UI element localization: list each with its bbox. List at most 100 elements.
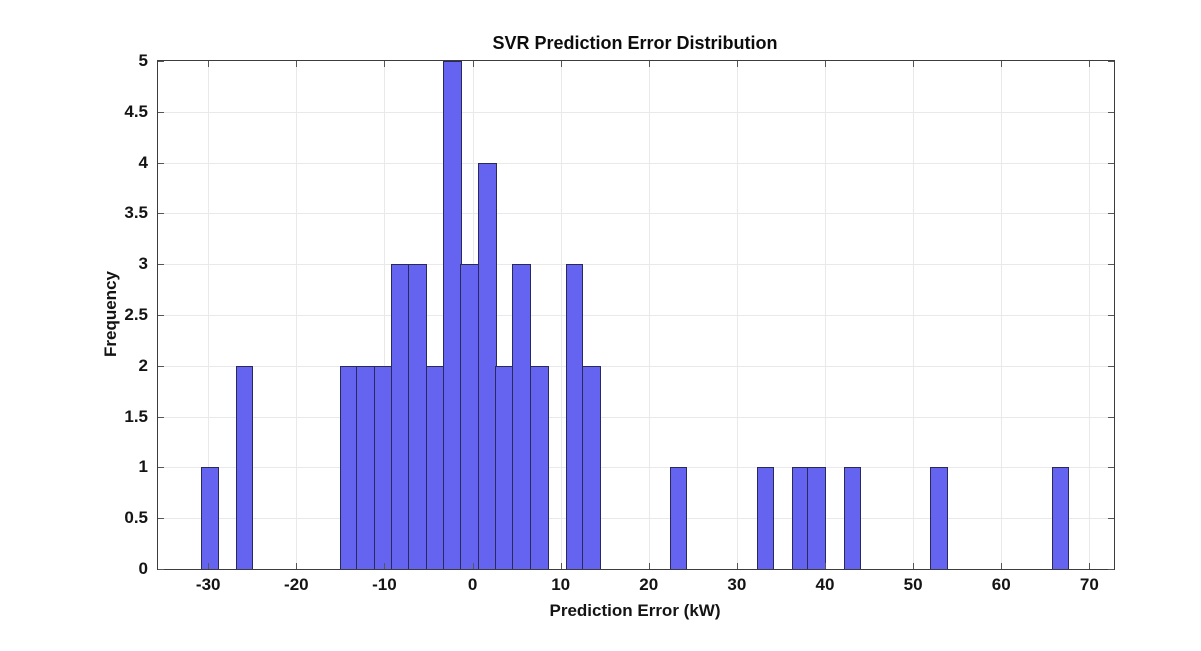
y-tick-label: 3 <box>138 254 148 274</box>
histogram-bar <box>670 467 688 569</box>
y-axis-tick <box>158 569 164 570</box>
horizontal-gridline <box>158 416 1114 418</box>
x-axis-tick-top <box>648 61 650 67</box>
x-axis-tick-top <box>1089 61 1091 67</box>
y-axis-tick <box>158 213 164 215</box>
y-axis-tick <box>158 162 164 164</box>
histogram-bar <box>356 365 375 569</box>
x-axis-label: Prediction Error (kW) <box>549 601 721 620</box>
x-axis-tick <box>384 563 386 569</box>
x-tick-label: 70 <box>1079 575 1099 594</box>
histogram-bar <box>512 264 532 569</box>
y-axis-tick-right <box>1108 162 1114 164</box>
histogram-bar <box>581 365 601 569</box>
horizontal-gridline <box>158 365 1114 367</box>
horizontal-gridline <box>158 264 1114 266</box>
y-axis-tick-right <box>1108 365 1114 367</box>
x-axis-tick-top <box>913 61 915 67</box>
histogram-bar <box>425 365 445 569</box>
x-tick-label: -20 <box>284 575 309 594</box>
histogram-bar <box>442 61 462 569</box>
y-tick-label: 0.5 <box>124 508 148 528</box>
histogram-bar <box>495 365 514 569</box>
x-tick-label: 50 <box>903 575 923 594</box>
histogram-bar <box>201 467 219 569</box>
x-axis-tick-top <box>1001 61 1003 67</box>
histogram-bar <box>477 162 497 569</box>
histogram-bar <box>843 467 862 569</box>
x-axis-tick-top <box>472 61 474 67</box>
x-tick-label: 40 <box>815 575 835 594</box>
x-axis-tick-top <box>384 61 386 67</box>
y-axis-tick-right <box>1108 264 1114 266</box>
y-axis-tick-right <box>1108 467 1114 469</box>
histogram-bar <box>930 467 948 569</box>
y-axis-tick-right <box>1108 111 1114 113</box>
horizontal-gridline <box>158 162 1114 164</box>
x-axis-tick <box>1089 563 1091 569</box>
x-axis-tick <box>824 563 826 569</box>
x-axis-tick <box>560 563 562 569</box>
y-tick-label: 5 <box>138 51 148 70</box>
histogram-bar <box>390 264 410 569</box>
y-tick-label: 4 <box>138 152 148 172</box>
y-tick-label: 0 <box>138 559 148 578</box>
x-axis-tick <box>296 563 298 569</box>
x-tick-label: 10 <box>551 575 571 594</box>
x-axis-tick <box>736 563 738 569</box>
horizontal-gridline <box>158 315 1114 316</box>
chart-title: SVR Prediction Error Distribution <box>492 33 778 53</box>
y-axis-tick-right <box>1108 213 1114 215</box>
x-axis-tick <box>208 563 210 569</box>
histogram-bar <box>460 264 480 569</box>
x-axis-tick <box>1001 563 1003 569</box>
histogram-bar <box>1051 467 1070 569</box>
histogram-plot-area: -30 -20 -10 0 10 20 30 40 50 60 70 0 0.5 1 1.5 2 2.5 3 3.5… <box>124 51 1115 594</box>
y-axis-tick-right <box>1108 518 1114 520</box>
y-axis-tick-right <box>1108 416 1114 418</box>
x-axis-tick-top <box>560 61 562 67</box>
y-axis-tick-right <box>1108 61 1114 62</box>
y-axis-tick <box>158 61 164 62</box>
histogram-bar <box>340 365 358 569</box>
x-axis-tick <box>648 563 650 569</box>
histogram-bar <box>529 365 549 569</box>
histogram-bar <box>807 467 827 569</box>
y-tick-label: 2 <box>138 355 148 375</box>
horizontal-gridline <box>158 213 1114 215</box>
histogram-bar <box>236 365 254 569</box>
horizontal-gridline <box>158 467 1114 469</box>
y-axis-tick <box>158 467 164 469</box>
histogram-bar <box>791 467 809 569</box>
x-tick-label: 60 <box>991 575 1011 594</box>
y-axis-tick <box>158 264 164 266</box>
horizontal-gridline <box>158 111 1114 113</box>
y-tick-label: 1.5 <box>124 406 148 426</box>
x-axis-tick <box>472 563 474 569</box>
x-axis-tick-top <box>824 61 826 67</box>
x-tick-label: 0 <box>467 575 478 594</box>
histogram-bar <box>373 365 393 569</box>
y-axis-tick <box>158 111 164 113</box>
horizontal-gridline <box>158 518 1114 520</box>
y-tick-label: 3.5 <box>124 203 148 223</box>
y-axis-tick <box>158 518 164 520</box>
histogram-bar <box>408 264 428 569</box>
x-axis-tick <box>913 563 915 569</box>
x-axis-tick-top <box>736 61 738 67</box>
y-axis-tick <box>158 365 164 367</box>
histogram-bar <box>756 467 775 569</box>
y-tick-label: 4.5 <box>124 101 148 121</box>
x-tick-label: -10 <box>372 575 397 594</box>
y-tick-label: 1 <box>138 457 148 477</box>
y-axis-tick-right <box>1108 315 1114 316</box>
x-tick-label: 20 <box>639 575 659 594</box>
y-axis-tick-right <box>1108 569 1114 570</box>
x-tick-label: -30 <box>195 575 221 594</box>
y-tick-label: 2.5 <box>124 305 148 324</box>
histogram-bar <box>565 264 584 569</box>
x-tick-label: 30 <box>727 575 747 594</box>
x-axis-tick-top <box>208 61 210 67</box>
y-axis-tick <box>158 315 164 316</box>
